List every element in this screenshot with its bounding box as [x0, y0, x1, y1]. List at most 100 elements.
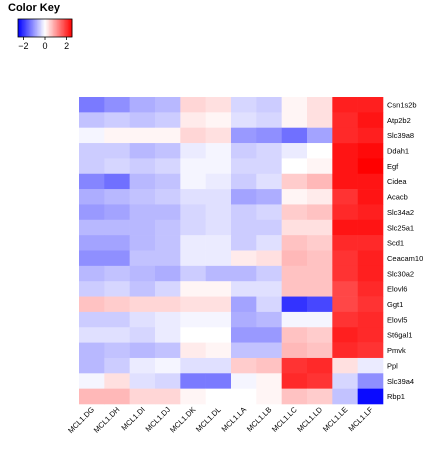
color-key-swatch: [27, 19, 30, 37]
heatmap-cell: [281, 127, 308, 144]
heatmap-cell: [256, 265, 282, 282]
heatmap-cell: [180, 204, 206, 221]
heatmap-cell: [129, 127, 156, 144]
heatmap-cell: [180, 373, 206, 389]
heatmap-cell: [129, 327, 156, 343]
heatmap-cell: [104, 327, 130, 343]
heatmap-cell: [307, 388, 333, 405]
heatmap-cell: [307, 342, 333, 359]
heatmap-cell: [180, 265, 206, 282]
heatmap-cell: [155, 173, 181, 190]
color-key-swatch: [22, 19, 24, 37]
heatmap-cell: [180, 143, 206, 159]
heatmap-cell: [256, 219, 282, 236]
heatmap-cell: [180, 388, 206, 405]
heatmap-cell: [332, 97, 358, 113]
heatmap-cell: [155, 373, 181, 389]
color-key-swatch: [54, 19, 57, 37]
heatmap-cell: [129, 112, 156, 128]
heatmap-cell: [205, 311, 232, 328]
heatmap-cell: [332, 250, 358, 267]
column-label: MCL1.LE: [321, 405, 349, 433]
color-key-swatch: [40, 19, 43, 37]
color-key-swatch: [53, 19, 55, 37]
heatmap-cell: [155, 112, 181, 128]
heatmap-cell: [205, 281, 232, 297]
heatmap-cell: [231, 342, 257, 359]
heatmap-cell: [281, 250, 308, 267]
heatmap-cell: [129, 235, 156, 251]
heatmap-cell: [155, 357, 181, 374]
row-label: Slc30a2: [387, 269, 414, 278]
heatmap-cell: [231, 357, 257, 374]
heatmap-cell: [155, 281, 181, 297]
heatmap-cell: [79, 143, 105, 159]
color-key-swatch: [61, 19, 63, 37]
heatmap-cell: [205, 127, 232, 144]
heatmap-cell: [205, 158, 232, 175]
heatmap-cell: [180, 97, 206, 113]
row-label: Ceacam10: [387, 254, 423, 263]
heatmap-cell: [129, 204, 156, 221]
heatmap-cell: [307, 204, 333, 221]
heatmap-cell: [357, 265, 384, 282]
heatmap-cell: [129, 311, 156, 328]
heatmap-cell: [281, 311, 308, 328]
heatmap-cell: [104, 281, 130, 297]
row-labels: Csn1s2b Atp2b2 Slc39a8 Ddah1 Egf Cidea Acacb Sl…: [387, 100, 423, 401]
heatmap-cell: [79, 357, 105, 374]
heatmap-cell: [155, 204, 181, 221]
color-key-swatch: [19, 19, 22, 37]
heatmap-cell: [332, 173, 358, 190]
row-label: Pmvk: [387, 346, 406, 355]
heatmap-cell: [357, 281, 384, 297]
heatmap-cell: [332, 143, 358, 159]
heatmap-cell: [231, 97, 257, 113]
heatmap-cell: [281, 158, 308, 175]
row-label: Ppl: [387, 361, 398, 370]
heatmap-cell: [129, 189, 156, 205]
heatmap-cell: [180, 127, 206, 144]
heatmap-cell: [205, 143, 232, 159]
heatmap-cell: [256, 250, 282, 267]
heatmap-cell: [79, 250, 105, 267]
row-label: Elovl6: [387, 285, 407, 294]
heatmap-cell: [155, 97, 181, 113]
color-key-swatch: [50, 19, 53, 37]
heatmap-cell: [231, 296, 257, 313]
heatmap-cell: [104, 235, 130, 251]
color-key-swatch: [49, 19, 51, 37]
heatmap-cell: [104, 97, 130, 113]
heatmap-cell: [104, 189, 130, 205]
heatmap-cell: [307, 173, 333, 190]
heatmap-cell: [281, 357, 308, 374]
heatmap-cell: [205, 112, 232, 128]
heatmap-cell: [281, 342, 308, 359]
heatmap-cell: [231, 373, 257, 389]
heatmap-cell: [357, 127, 384, 144]
column-label: MCL1.DG: [66, 405, 96, 435]
heatmap-cell: [79, 388, 105, 405]
heatmap-cell: [281, 281, 308, 297]
row-label: Csn1s2b: [387, 100, 417, 109]
heatmap-cell: [79, 311, 105, 328]
heatmap-cell: [104, 250, 130, 267]
heatmap-cell: [357, 311, 384, 328]
heatmap-cell: [357, 143, 384, 159]
color-key-swatch: [18, 19, 20, 37]
heatmap-cell: [129, 158, 156, 175]
row-label: Ddah1: [387, 147, 409, 156]
color-key-tick-label: 0: [42, 41, 47, 51]
heatmap-cell: [332, 311, 358, 328]
heatmap-cell: [332, 373, 358, 389]
heatmap-cell: [281, 235, 308, 251]
heatmap-cell: [155, 219, 181, 236]
row-label: St6gal1: [387, 331, 412, 340]
heatmap-cell: [231, 311, 257, 328]
color-key-swatch: [28, 19, 31, 37]
heatmap-cell: [129, 357, 156, 374]
heatmap-cell: [307, 158, 333, 175]
row-label: Elovl5: [387, 315, 407, 324]
heatmap-cell: [155, 296, 181, 313]
heatmap-cell: [256, 173, 282, 190]
